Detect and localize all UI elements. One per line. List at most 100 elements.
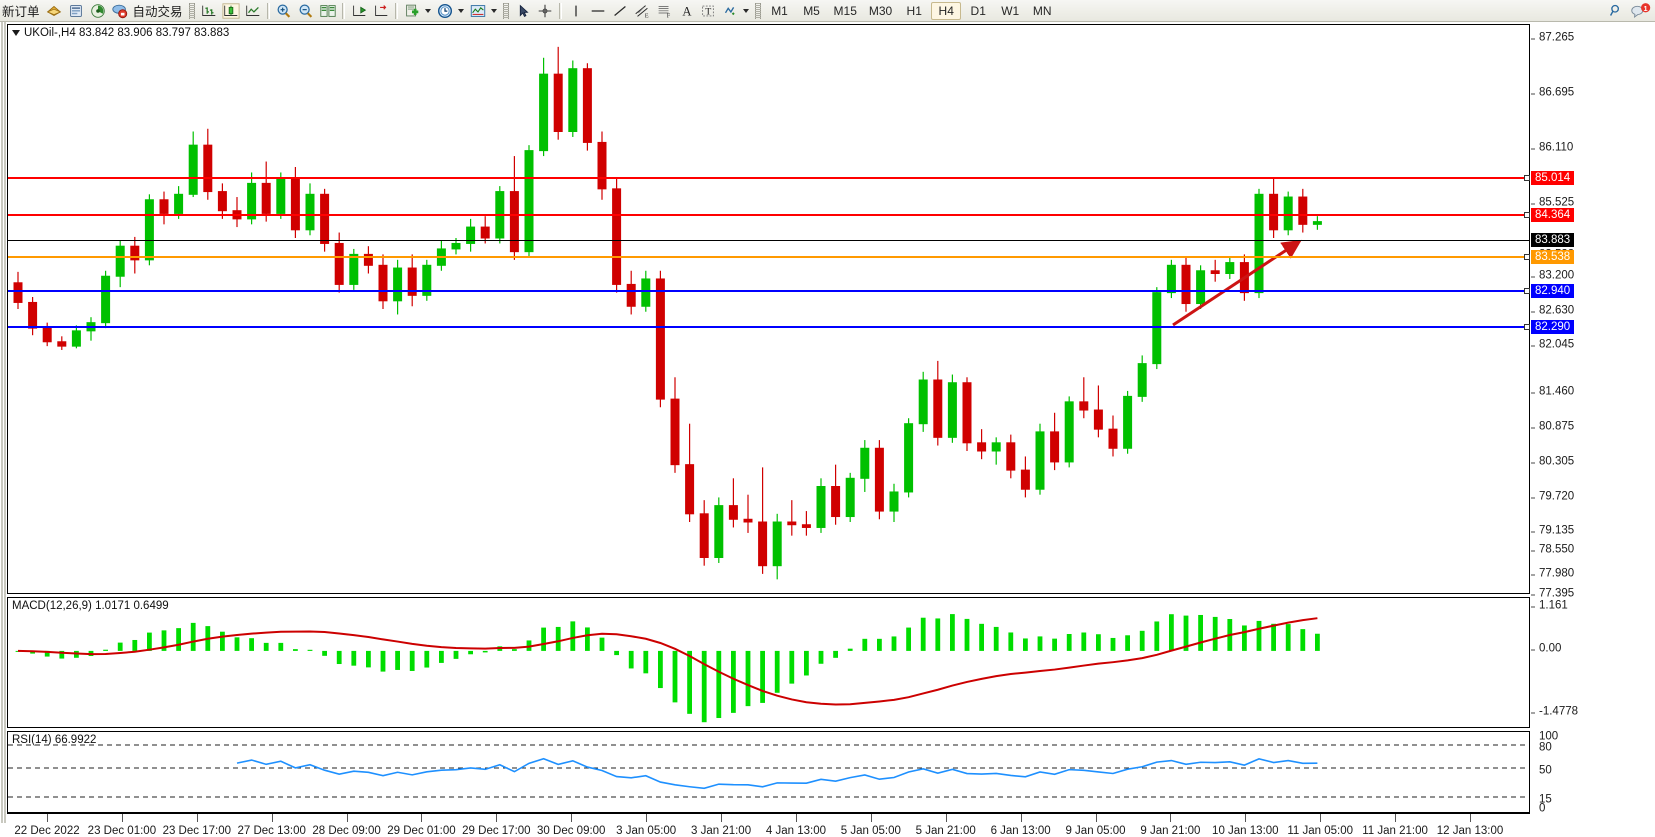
candle — [1210, 270, 1220, 274]
chart-shift-icon[interactable] — [348, 1, 370, 21]
timeframe-m15[interactable]: M15 — [833, 3, 857, 18]
level-handle[interactable] — [1524, 324, 1530, 330]
price-pane[interactable]: UKOil-,H4 83.842 83.906 83.797 83.883 — [7, 24, 1530, 594]
vertical-line-icon[interactable] — [565, 1, 587, 21]
timeframe-h4[interactable]: H4 — [931, 1, 962, 20]
candle — [947, 382, 957, 438]
tile-windows-icon[interactable] — [317, 1, 339, 21]
line-chart-icon[interactable] — [242, 1, 264, 21]
new-object-dropdown-caret[interactable] — [423, 1, 434, 21]
candle — [582, 68, 592, 143]
horizontal-line-icon[interactable] — [587, 1, 609, 21]
timeframe-w1[interactable]: W1 — [1001, 3, 1020, 18]
timeframe-m30[interactable]: M30 — [868, 3, 893, 18]
price-chip-resistance-2[interactable]: 84.364 — [1524, 208, 1575, 222]
time-axis-label: 29 Dec 17:00 — [462, 825, 531, 837]
macd-histogram-bar — [1066, 634, 1072, 651]
timeframe-m1[interactable]: M1 — [771, 3, 788, 18]
macd-signal-line — [17, 617, 1318, 706]
svg-text:E: E — [644, 12, 648, 19]
trendline-icon[interactable] — [609, 1, 631, 21]
price-chip-pivot[interactable]: 83.538 — [1524, 250, 1575, 264]
price-chip-support-2[interactable]: 82.290 — [1524, 320, 1575, 334]
candlestick-chart-icon[interactable] — [220, 1, 242, 21]
price-tick: 79.720 — [1530, 491, 1574, 504]
macd-histogram-bar — [322, 650, 327, 656]
candle — [71, 330, 81, 347]
period-separator-icon[interactable] — [434, 1, 456, 21]
level-line-resistance-2[interactable] — [8, 214, 1529, 216]
price-chip-resistance-1[interactable]: 85.014 — [1524, 171, 1575, 185]
rsi-axis[interactable]: 100 80 50 15 0 — [1530, 731, 1655, 815]
auto-scroll-icon[interactable] — [370, 1, 392, 21]
timeframe-m5[interactable]: M5 — [803, 3, 820, 18]
cursor-icon[interactable] — [512, 1, 534, 21]
macd-histogram-bar — [541, 627, 546, 651]
signals-icon[interactable] — [87, 1, 109, 21]
time-tick-mark — [47, 814, 48, 822]
indicators-icon[interactable] — [467, 1, 489, 21]
price-axis[interactable]: 87.265 86.695 86.110 85.525 83.538 83.20… — [1524, 24, 1655, 600]
macd-histogram-bar — [1198, 614, 1203, 651]
rsi-tick: 0 — [1539, 802, 1546, 815]
crosshair-icon[interactable] — [534, 1, 556, 21]
rsi-pane[interactable]: RSI(14) 66.9922 — [7, 731, 1530, 813]
templates-icon[interactable] — [719, 1, 741, 21]
search-icon[interactable] — [1605, 1, 1627, 21]
bar-chart-icon[interactable] — [198, 1, 220, 21]
zoom-in-icon[interactable] — [273, 1, 295, 21]
macd-histogram-bar — [1023, 638, 1028, 651]
indicators-dropdown-caret[interactable] — [489, 1, 500, 21]
toolbar-grip[interactable] — [188, 2, 195, 19]
terminal-icon[interactable] — [65, 1, 87, 21]
candle — [378, 264, 388, 302]
candle — [539, 73, 549, 152]
macd-histogram-bar — [190, 622, 196, 651]
level-handle[interactable] — [1524, 175, 1530, 181]
time-axis-label: 3 Jan 05:00 — [616, 825, 677, 837]
macd-histogram-bar — [15, 650, 21, 652]
equidistant-channel-icon[interactable]: E — [631, 1, 653, 21]
new-order-button[interactable]: 新订单 — [2, 5, 40, 19]
level-handle[interactable] — [1524, 254, 1530, 260]
zoom-out-icon[interactable] — [295, 1, 317, 21]
rsi-series — [8, 744, 1529, 798]
new-object-icon[interactable] — [401, 1, 423, 21]
toolbar-grip-3[interactable] — [754, 2, 761, 19]
chat-notification-icon[interactable]: 1 — [1627, 1, 1655, 21]
macd-histogram-bar — [1169, 614, 1174, 651]
macd-histogram-bar — [672, 650, 678, 703]
text-icon[interactable]: A — [675, 1, 697, 21]
level-line-support-2[interactable] — [8, 326, 1529, 328]
macd-pane[interactable]: MACD(12,26,9) 1.0171 0.6499 — [7, 597, 1530, 728]
timeframe-h1[interactable]: H1 — [906, 3, 922, 18]
macd-histogram-bar — [877, 638, 882, 651]
autotrading-button[interactable]: 自动交易 — [132, 5, 183, 19]
toolbar-grip-2[interactable] — [502, 2, 509, 19]
chart-menu-triangle-icon[interactable] — [12, 30, 20, 36]
time-axis[interactable]: 22 Dec 2022 23 Dec 01:00 23 Dec 17:00 27 De… — [7, 813, 1530, 837]
level-handle[interactable] — [1524, 288, 1530, 294]
level-line-support-1[interactable] — [8, 290, 1529, 292]
level-handle[interactable] — [1524, 212, 1530, 218]
text-label-icon[interactable]: T — [697, 1, 719, 21]
templates-dropdown-caret[interactable] — [741, 1, 752, 21]
fibonacci-icon[interactable]: F — [653, 1, 675, 21]
macd-axis[interactable]: 1.161 0.00 -1.4778 — [1530, 597, 1655, 728]
expert-advisors-icon[interactable] — [43, 1, 65, 21]
timeframe-mn[interactable]: MN — [1032, 3, 1052, 18]
candle — [509, 191, 519, 253]
time-axis-label: 12 Jan 13:00 — [1436, 825, 1504, 837]
level-line-pivot[interactable] — [8, 256, 1529, 258]
candle — [101, 275, 111, 324]
level-line-resistance-1[interactable] — [8, 177, 1529, 179]
autotrading-icon[interactable] — [109, 1, 131, 21]
candle — [1020, 469, 1030, 490]
timeframe-d1[interactable]: D1 — [970, 3, 986, 18]
macd-histogram-bar — [1154, 621, 1160, 651]
macd-label: MACD(12,26,9) 1.0171 0.6499 — [12, 600, 169, 612]
price-chip-support-1[interactable]: 82.940 — [1524, 284, 1575, 298]
time-tick-mark — [571, 814, 573, 822]
period-dropdown-caret[interactable] — [456, 1, 467, 21]
macd-histogram-bar — [701, 650, 707, 723]
